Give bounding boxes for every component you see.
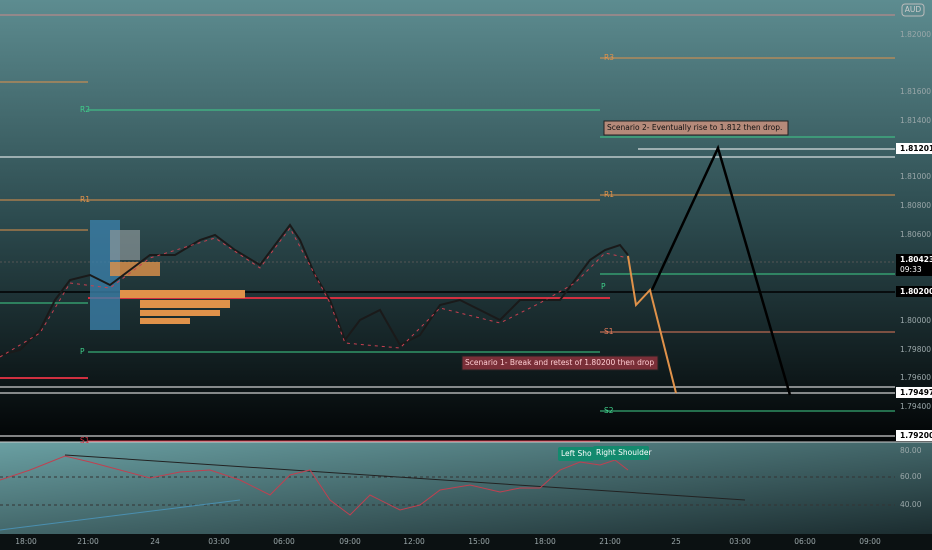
price-tag-time: 09:33 <box>900 265 922 274</box>
profile-bar <box>140 318 190 324</box>
time-label: 12:00 <box>403 537 425 546</box>
time-label: 18:00 <box>534 537 556 546</box>
profile-bar <box>140 310 220 316</box>
price-label: 1.80600 <box>900 230 931 239</box>
price-label: 1.80000 <box>900 316 931 325</box>
price-label: 1.80800 <box>900 201 931 210</box>
price-label: 1.82000 <box>900 30 931 39</box>
osc-axis-label: 60.00 <box>900 472 922 481</box>
time-label: 21:00 <box>77 537 99 546</box>
badge: AUD <box>905 5 922 14</box>
price-tag <box>896 286 932 297</box>
scenario-2-path <box>650 144 792 396</box>
profile-bar <box>110 230 140 260</box>
price-tag-label: 1.80200 <box>900 287 932 296</box>
pattern-tag <box>558 447 594 461</box>
pivot-label: S1 <box>604 327 614 336</box>
price-label: 1.81600 <box>900 87 931 96</box>
pivot-label: R2 <box>80 105 90 114</box>
osc-trend <box>0 499 241 531</box>
annotation: Scenario 2- Eventually rise to 1.812 the… <box>607 123 782 132</box>
scenario-1-path <box>627 255 677 394</box>
price-tag-label: 1.81201 <box>900 144 932 153</box>
price-tag <box>896 387 932 398</box>
pivot-label: R3 <box>604 53 614 62</box>
annotation: Scenario 1- Break and retest of 1.80200 … <box>465 358 654 367</box>
pivot-label: P <box>80 347 85 356</box>
trendline <box>64 454 746 501</box>
price-pane <box>0 0 932 442</box>
time-axis <box>0 534 932 550</box>
pivot-label: S2 <box>604 406 614 415</box>
time-label: 25 <box>671 537 681 546</box>
oscillator-pane <box>0 442 932 534</box>
annotation-box <box>603 120 789 136</box>
oscillator-line <box>0 455 629 516</box>
pivot-label: S1 <box>80 436 90 445</box>
price-label: 1.79600 <box>900 373 931 382</box>
badge-box <box>901 3 925 17</box>
time-label: 03:00 <box>208 537 230 546</box>
price-tag <box>896 430 932 441</box>
time-label: 15:00 <box>468 537 490 546</box>
price-label: 1.79800 <box>900 345 931 354</box>
price-label: 1.79400 <box>900 402 931 411</box>
pattern-label: Right Shoulder <box>596 448 652 457</box>
time-label: 06:00 <box>794 537 816 546</box>
price-label: 1.81400 <box>900 116 931 125</box>
time-label: 03:00 <box>729 537 751 546</box>
time-label: 09:00 <box>859 537 881 546</box>
time-label: 18:00 <box>15 537 37 546</box>
price-tag-label: 1.79497 <box>900 388 932 397</box>
pivot-label: R1 <box>80 195 90 204</box>
profile-bar <box>140 300 230 308</box>
price-path <box>0 223 629 356</box>
price-tag-label: 1.80423 <box>900 255 932 264</box>
volume-profile <box>90 220 245 330</box>
profile-bar <box>120 290 245 298</box>
time-label: 09:00 <box>339 537 361 546</box>
pivot-label: R1 <box>604 190 614 199</box>
time-label: 24 <box>150 537 160 546</box>
price-tag <box>896 143 932 154</box>
annotation-box <box>461 355 659 371</box>
price-label: 1.81000 <box>900 172 931 181</box>
price-tag <box>896 254 932 276</box>
time-label: 06:00 <box>273 537 295 546</box>
price-tag-label: 1.79200 <box>900 431 932 440</box>
pivot-label: P <box>601 282 606 291</box>
time-label: 21:00 <box>599 537 621 546</box>
osc-axis-label: 40.00 <box>900 500 922 509</box>
pattern-label: Left Sho <box>561 449 592 458</box>
osc-axis-label: 80.00 <box>900 446 922 455</box>
pattern-tag <box>593 446 649 460</box>
